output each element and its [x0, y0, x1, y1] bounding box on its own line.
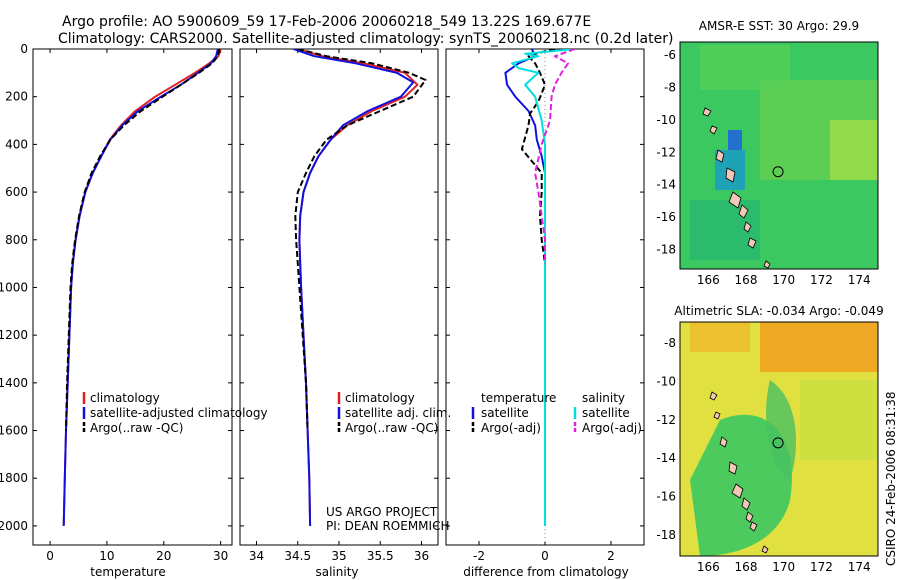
map-y-tick-label: -14 [656, 451, 676, 465]
series-line [294, 49, 427, 431]
map-y-tick-label: -8 [664, 336, 676, 350]
x-tick-label: 10 [99, 549, 114, 563]
sst-argo-marker [772, 166, 784, 178]
x-tick-label: 35 [331, 549, 346, 563]
legend-heading-salinity: salinity [582, 391, 625, 405]
map-x-tick-label: 174 [848, 273, 871, 287]
series-line [297, 49, 419, 526]
difference-xlabel: difference from climatology [463, 565, 629, 579]
y-tick-label: 1800 [0, 471, 28, 485]
sst-map-axes [679, 41, 879, 270]
map-x-tick-label: 168 [735, 560, 758, 574]
legend-heading-temperature: temperature [481, 391, 556, 405]
map-x-tick-label: 174 [848, 560, 871, 574]
salinity-axes [239, 48, 439, 546]
temperature-axes [32, 48, 233, 546]
side-timestamp: CSIRO 24-Feb-2006 08:31:38 [884, 391, 898, 566]
map-y-tick-label: -6 [664, 48, 676, 62]
x-tick-label: 0 [541, 549, 549, 563]
y-tick-label: 1600 [0, 424, 28, 438]
sst-map-field [680, 42, 878, 269]
legend-label: climatology [90, 391, 160, 405]
x-tick-label: 34 [249, 549, 264, 563]
difference-legend: temperature satellite Argo(-adj) salinit… [471, 391, 642, 435]
salinity-legend: climatology satellite adj. clim. Argo(..… [337, 391, 451, 435]
map-y-tick-label: -12 [656, 413, 676, 427]
series-line [504, 49, 546, 526]
y-tick-label: 600 [5, 185, 28, 199]
map-y-tick-label: -16 [656, 490, 676, 504]
temperature-xlabel: temperature [90, 565, 165, 579]
y-tick-label: 400 [5, 137, 28, 151]
header-line2: Climatology: CARS2000. Satellite-adjuste… [58, 31, 673, 47]
salinity-xlabel: salinity [315, 565, 358, 579]
map-x-tick-label: 172 [810, 560, 833, 574]
sla-map-field [680, 322, 878, 556]
x-tick-label: 2 [607, 549, 615, 563]
series-line [62, 49, 222, 526]
x-tick-label: 20 [156, 549, 171, 563]
map-y-tick-label: -8 [664, 80, 676, 94]
map-y-tick-label: -18 [656, 528, 676, 542]
legend-label: Argo(..raw -QC) [90, 421, 183, 435]
map-y-tick-label: -18 [656, 243, 676, 257]
series-line [511, 49, 575, 526]
y-tick-label: 800 [5, 233, 28, 247]
sla-map-title: Altimetric SLA: -0.034 Argo: -0.049 [674, 304, 883, 318]
project-credit-line2: PI: DEAN ROEMMICH [326, 519, 449, 533]
legend-label: Argo(-adj) [481, 421, 541, 435]
temperature-legend: climatology satellite-adjusted climatolo… [82, 391, 268, 435]
x-tick-label: 35.5 [367, 549, 394, 563]
series-line [293, 49, 415, 526]
header-line1: Argo profile: AO 5900609_59 17-Feb-2006 … [62, 14, 591, 30]
x-tick-label: 36 [414, 549, 429, 563]
legend-label: satellite-adjusted climatology [90, 406, 268, 420]
series-line [62, 49, 219, 526]
map-x-tick-label: 168 [735, 273, 758, 287]
sla-map-axes [679, 321, 879, 557]
map-y-tick-label: -14 [656, 178, 676, 192]
legend-label: satellite [481, 406, 529, 420]
map-x-tick-label: 170 [772, 560, 795, 574]
map-y-tick-label: -16 [656, 210, 676, 224]
legend-label: Argo(..raw -QC) [345, 421, 438, 435]
map-y-tick-label: -12 [656, 145, 676, 159]
map-x-tick-label: 166 [697, 273, 720, 287]
y-tick-label: 200 [5, 90, 28, 104]
curve-layer [62, 49, 576, 526]
x-tick-label: 34.5 [284, 549, 311, 563]
legend-label: satellite adj. clim. [345, 406, 451, 420]
map-x-tick-label: 166 [697, 560, 720, 574]
legend-label: Argo(-adj) [582, 421, 642, 435]
sla-land [709, 391, 769, 554]
sst-land [702, 107, 771, 269]
sla-argo-marker [772, 437, 784, 449]
y-tick-label: 1400 [0, 376, 28, 390]
sst-map-title: AMSR-E SST: 30 Argo: 29.9 [699, 19, 859, 33]
y-tick-label: 0 [20, 42, 28, 56]
map-x-tick-label: 172 [810, 273, 833, 287]
map-y-tick-label: -10 [656, 374, 676, 388]
series-line [534, 49, 576, 264]
legend-label: climatology [345, 391, 415, 405]
y-tick-label: 1000 [0, 280, 28, 294]
x-tick-label: 30 [213, 549, 228, 563]
x-tick-label: 0 [46, 549, 54, 563]
y-tick-label: 1200 [0, 328, 28, 342]
map-x-tick-label: 170 [772, 273, 795, 287]
series-line [65, 49, 221, 431]
map-y-tick-label: -10 [656, 113, 676, 127]
y-tick-label: 2000 [0, 519, 28, 533]
x-tick-label: -2 [473, 549, 485, 563]
project-credit-line1: US ARGO PROJECT [326, 505, 438, 519]
legend-label: satellite [582, 406, 630, 420]
